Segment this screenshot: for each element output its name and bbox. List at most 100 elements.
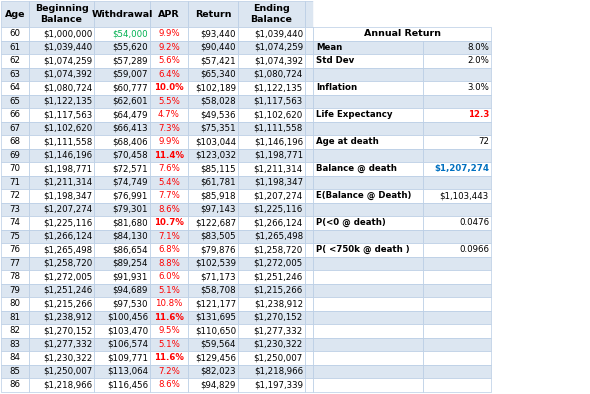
Bar — [305, 162, 313, 175]
Bar — [94, 41, 150, 54]
Bar — [94, 256, 150, 270]
Bar — [423, 81, 491, 95]
Text: 10.8%: 10.8% — [155, 299, 183, 308]
Text: 7.2%: 7.2% — [158, 367, 180, 376]
Bar — [423, 108, 491, 121]
Bar — [188, 229, 238, 243]
Bar — [29, 41, 94, 54]
Text: $1,197,339: $1,197,339 — [254, 380, 303, 389]
Bar — [94, 216, 150, 229]
Bar — [423, 135, 491, 149]
Text: 73: 73 — [9, 205, 21, 214]
Bar — [188, 338, 238, 351]
Bar — [1, 310, 29, 324]
Text: 11.4%: 11.4% — [154, 151, 184, 160]
Bar — [188, 95, 238, 108]
Text: $1,225,116: $1,225,116 — [42, 218, 92, 227]
Text: 5.1%: 5.1% — [158, 340, 180, 349]
Text: $1,251,246: $1,251,246 — [42, 286, 92, 295]
Text: 7.1%: 7.1% — [158, 232, 180, 241]
Bar — [29, 216, 94, 229]
Bar — [1, 216, 29, 229]
Text: $1,080,724: $1,080,724 — [42, 83, 92, 92]
Text: $1,250,007: $1,250,007 — [42, 367, 92, 376]
Bar — [188, 135, 238, 149]
Text: 7.3%: 7.3% — [158, 124, 180, 133]
Text: $1,074,392: $1,074,392 — [254, 56, 303, 65]
Text: $89,254: $89,254 — [113, 259, 148, 268]
Text: $85,115: $85,115 — [201, 164, 236, 173]
Bar — [29, 81, 94, 95]
Text: $76,991: $76,991 — [113, 191, 148, 200]
Bar — [1, 135, 29, 149]
Bar — [94, 310, 150, 324]
Bar — [238, 378, 305, 392]
Bar — [188, 256, 238, 270]
Text: 67: 67 — [9, 124, 21, 133]
Text: $1,074,259: $1,074,259 — [254, 43, 303, 52]
Bar — [94, 27, 150, 41]
Text: $1,198,347: $1,198,347 — [43, 191, 92, 200]
Bar — [238, 95, 305, 108]
Bar — [94, 378, 150, 392]
Bar — [238, 135, 305, 149]
Bar — [29, 297, 94, 310]
Bar — [188, 216, 238, 229]
Bar — [29, 270, 94, 284]
Text: $1,251,246: $1,251,246 — [254, 272, 303, 281]
Bar — [94, 324, 150, 338]
Bar — [94, 149, 150, 162]
Text: $102,189: $102,189 — [195, 83, 236, 92]
Bar — [423, 229, 491, 243]
Bar — [94, 67, 150, 81]
Bar — [150, 67, 188, 81]
Text: 9.2%: 9.2% — [158, 43, 180, 52]
Bar — [305, 203, 313, 216]
Bar — [94, 108, 150, 121]
Bar — [313, 243, 423, 256]
Text: E(Balance @ Death): E(Balance @ Death) — [316, 191, 411, 200]
Bar — [1, 270, 29, 284]
Bar — [1, 378, 29, 392]
Text: $55,620: $55,620 — [112, 43, 148, 52]
Bar — [313, 378, 423, 392]
Bar — [305, 310, 313, 324]
Text: 65: 65 — [9, 97, 21, 106]
Bar — [305, 324, 313, 338]
Bar — [1, 1, 29, 27]
Text: $122,687: $122,687 — [195, 218, 236, 227]
Bar — [150, 364, 188, 378]
Text: 0.0476: 0.0476 — [459, 218, 489, 227]
Text: $59,564: $59,564 — [201, 340, 236, 349]
Bar — [1, 41, 29, 54]
Text: 76: 76 — [9, 245, 21, 254]
Bar — [305, 108, 313, 121]
Text: $49,536: $49,536 — [201, 110, 236, 119]
Text: 63: 63 — [9, 70, 21, 79]
Text: $64,479: $64,479 — [113, 110, 148, 119]
Text: $91,931: $91,931 — [113, 272, 148, 281]
Bar — [305, 216, 313, 229]
Text: $1,270,152: $1,270,152 — [42, 326, 92, 335]
Bar — [1, 175, 29, 189]
Bar — [29, 189, 94, 203]
Bar — [1, 95, 29, 108]
Bar — [313, 27, 491, 41]
Bar — [313, 135, 423, 149]
Text: $59,007: $59,007 — [113, 70, 148, 79]
Bar — [423, 338, 491, 351]
Bar — [238, 162, 305, 175]
Bar — [94, 162, 150, 175]
Bar — [313, 338, 423, 351]
Text: 9.9%: 9.9% — [158, 29, 180, 38]
Bar — [94, 229, 150, 243]
Text: $1,238,912: $1,238,912 — [43, 313, 92, 322]
Text: 5.1%: 5.1% — [158, 286, 180, 295]
Text: 84: 84 — [9, 353, 21, 362]
Text: $81,680: $81,680 — [112, 218, 148, 227]
Bar — [423, 67, 491, 81]
Text: $1,272,005: $1,272,005 — [254, 259, 303, 268]
Text: $57,289: $57,289 — [113, 56, 148, 65]
Text: Ending
Balance: Ending Balance — [251, 4, 293, 24]
Text: 8.0%: 8.0% — [467, 43, 489, 52]
